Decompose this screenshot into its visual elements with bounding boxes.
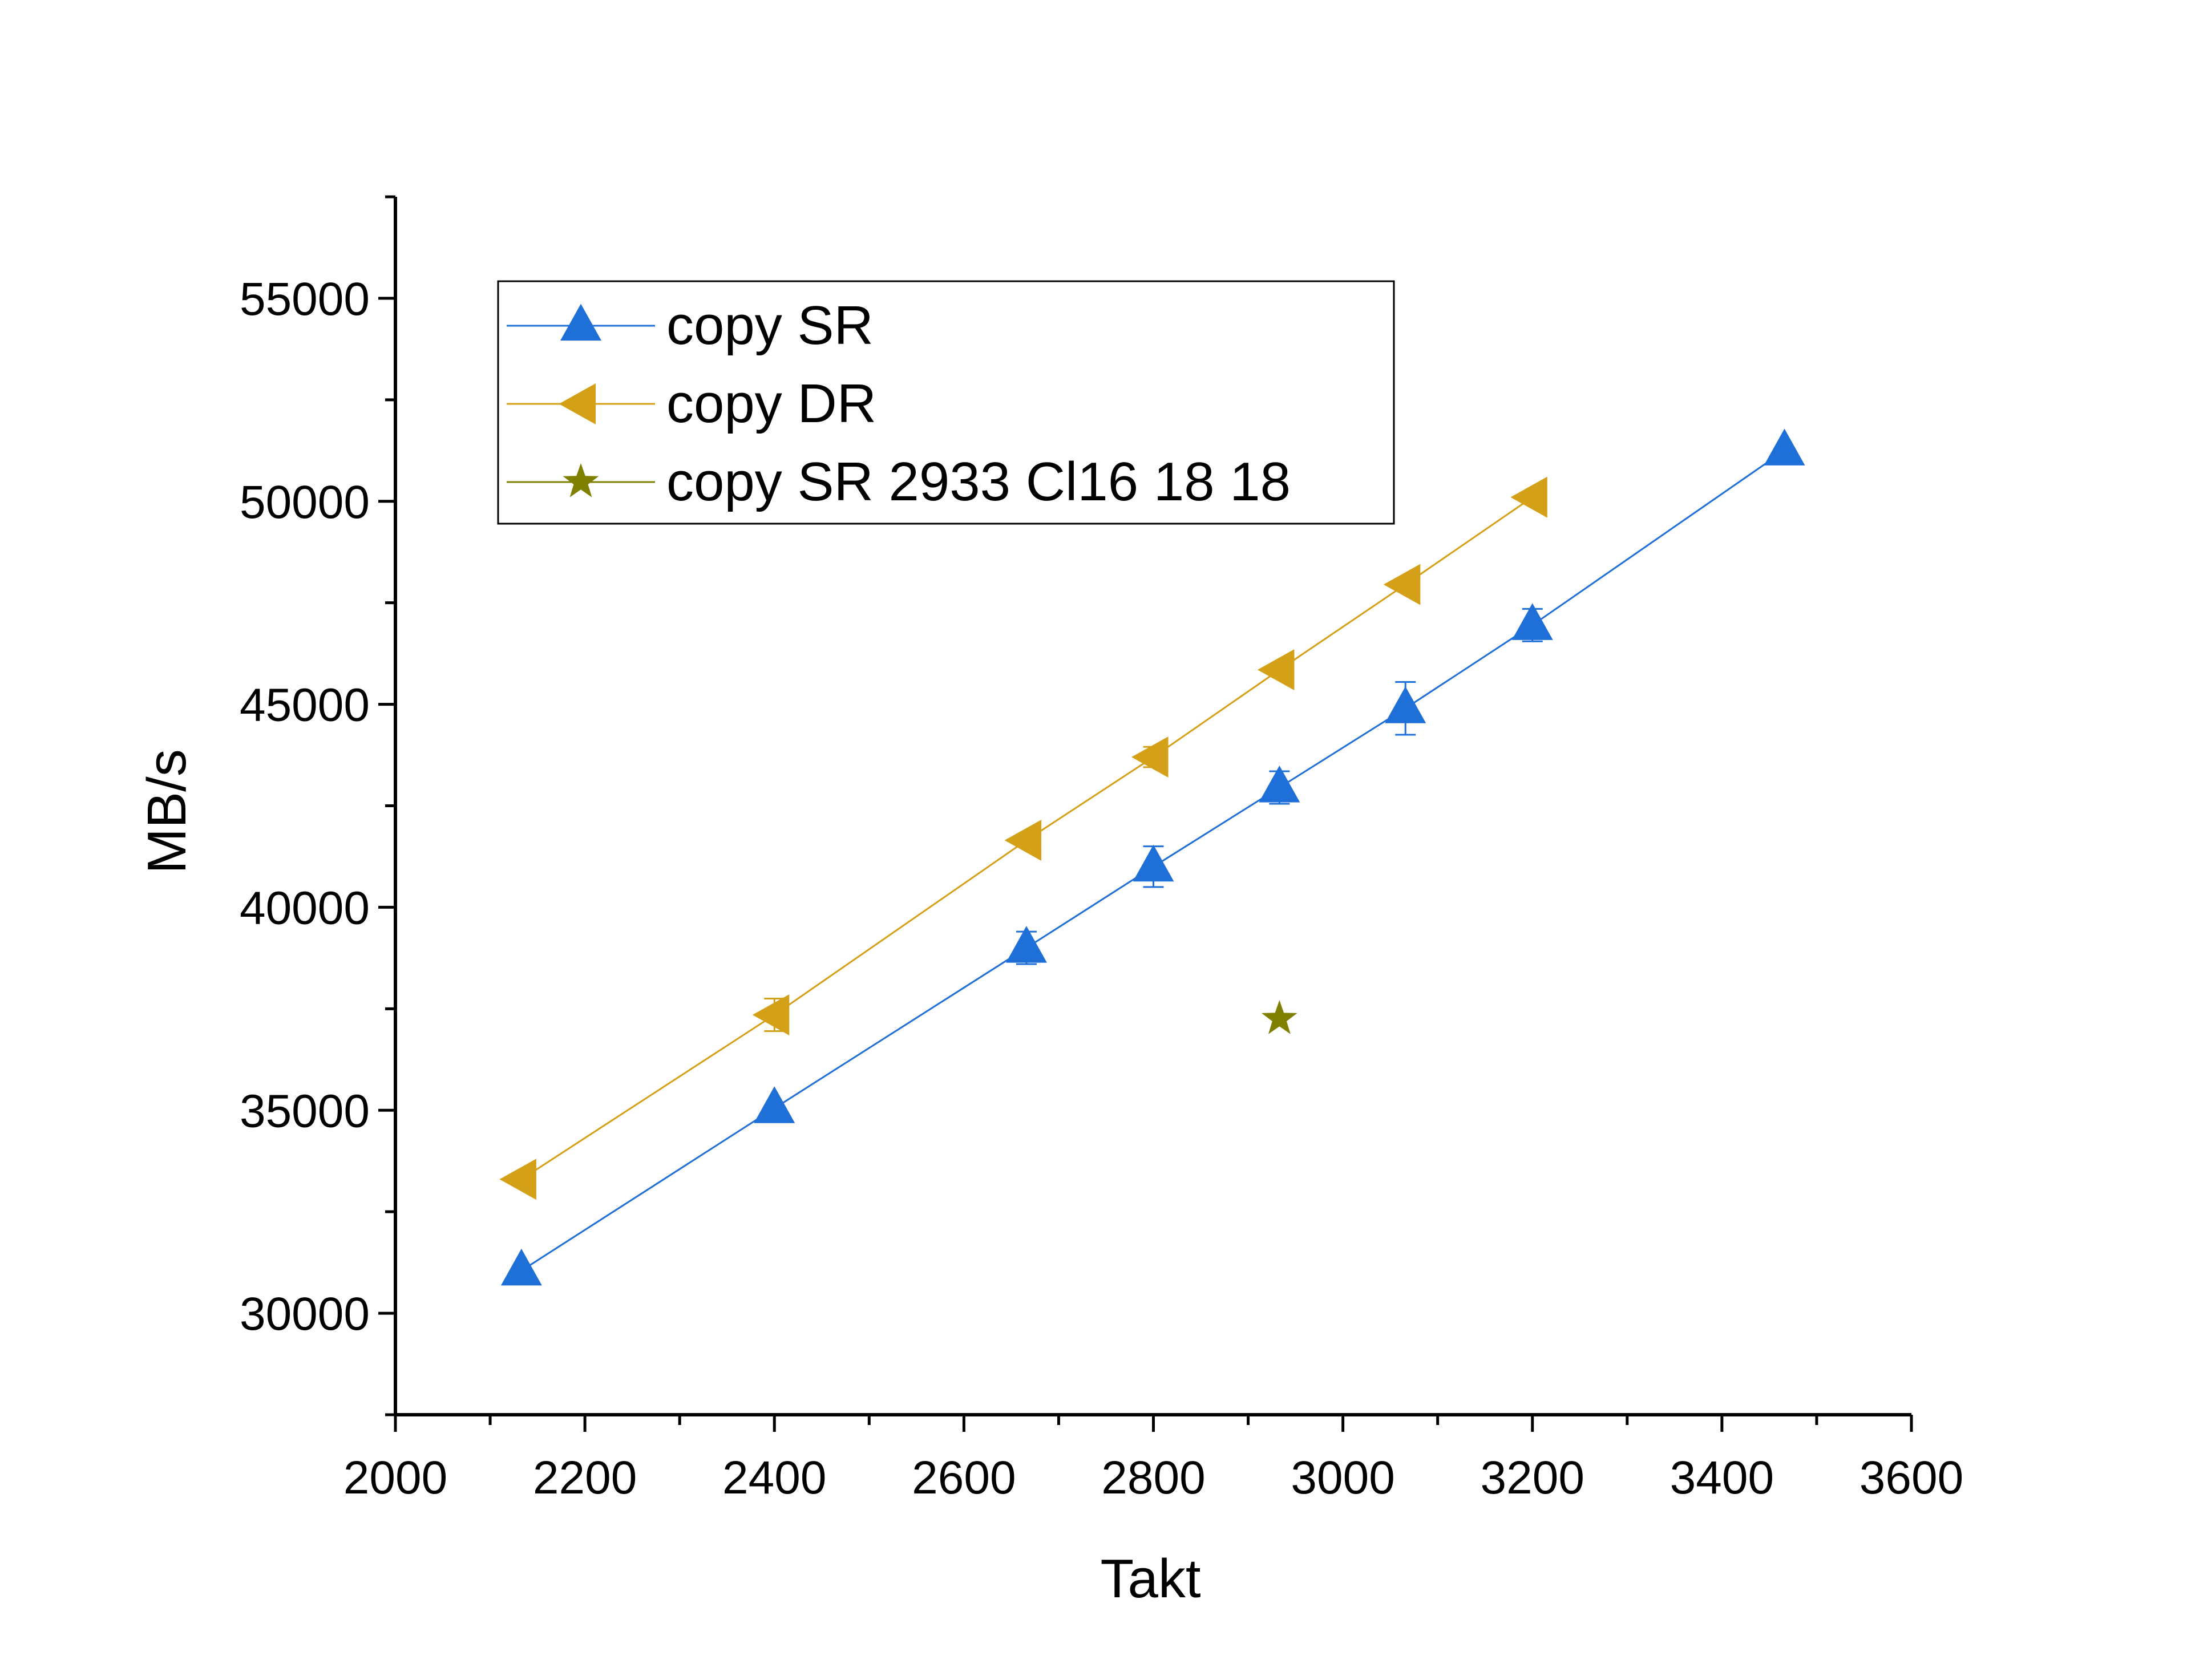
data-point [1764,428,1805,465]
y-axis-label: MB/s [136,749,197,874]
data-point [1262,1000,1297,1034]
series-2 [499,476,1547,1200]
data-point [1133,844,1174,882]
legend-label: copy SR [666,295,874,356]
data-point [1383,564,1421,605]
legend-marker [560,303,601,341]
data-point [1385,686,1426,723]
data-point [1006,926,1047,963]
plot-series [499,428,1805,1286]
y-tick-label: 55000 [240,273,370,325]
y-tick-label: 50000 [240,476,370,528]
x-tick-label: 2400 [722,1452,826,1504]
data-point [1510,476,1547,518]
data-point [1257,649,1295,691]
x-tick-label: 3200 [1481,1452,1584,1504]
x-tick-label: 3000 [1291,1452,1394,1504]
x-tick-label: 2600 [912,1452,1016,1504]
series-line [521,450,1785,1272]
legend: copy SR copy DR copy SR 2933 Cl16 18 18 [497,280,1395,525]
series-1 [500,428,1805,1286]
series-3 [1262,1000,1297,1034]
data-point [754,1086,795,1123]
legend-marker [559,383,596,424]
y-tick-label: 40000 [240,882,370,934]
data-point [1259,766,1300,803]
x-axis-label: Takt [1100,1548,1200,1609]
legend-label: copy DR [666,373,876,434]
legend-label: copy SR 2933 Cl16 18 18 [666,451,1291,512]
data-point [500,1248,542,1286]
data-point [499,1159,536,1200]
axes: 2000 2200 2400 2600 2800 3000 3200 3400 3600 3000… [240,195,1963,1504]
x-tick-label: 3600 [1859,1452,1963,1504]
x-tick-label: 2000 [343,1452,447,1504]
data-point [1004,820,1042,861]
y-tick-label: 45000 [240,679,370,731]
data-point [752,994,790,1035]
y-tick-label: 35000 [240,1085,370,1137]
x-tick-label: 3400 [1670,1452,1774,1504]
y-tick-label: 30000 [240,1288,370,1340]
x-tick-label: 2800 [1101,1452,1205,1504]
x-tick-label: 2200 [533,1452,637,1504]
data-point [1511,603,1553,640]
legend-marker [563,463,599,497]
data-point [1131,736,1169,778]
legend-box [497,280,1395,525]
